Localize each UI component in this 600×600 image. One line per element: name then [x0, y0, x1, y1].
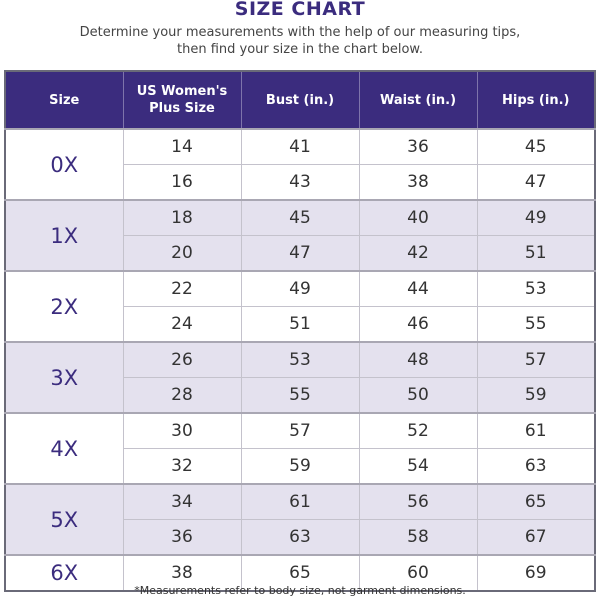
bust-cell: 51	[240, 306, 360, 343]
page-title: SIZE CHART	[234, 0, 366, 20]
us-size-cell: 30	[122, 412, 242, 449]
size-label-cell: 5X	[4, 483, 124, 556]
table-row: 4X 30 57 52 61	[4, 412, 596, 485]
subtitle-line-1: Determine your measurements with the hel…	[79, 25, 521, 40]
table-row: 0X 14 41 36 45	[4, 128, 596, 201]
bust-cell: 41	[240, 128, 360, 165]
size-label-cell: 4X	[4, 412, 124, 485]
hips-cell: 61	[476, 412, 596, 449]
subtitle-line-2: then find your size in the chart below.	[177, 42, 423, 57]
hips-cell: 49	[476, 199, 596, 236]
waist-cell: 46	[358, 306, 478, 343]
table-row: 1X 18 45 40 49	[4, 199, 596, 272]
size-label-cell: 1X	[4, 199, 124, 272]
us-size-cell: 14	[122, 128, 242, 165]
footnote: *Measurements refer to body size, not ga…	[134, 584, 466, 597]
us-size-cell: 22	[122, 270, 242, 307]
waist-cell: 42	[358, 235, 478, 272]
waist-cell: 60	[358, 554, 478, 592]
table-row: 5X 34 61 56 65	[4, 483, 596, 556]
bust-cell: 59	[240, 448, 360, 485]
hips-cell: 47	[476, 164, 596, 201]
hips-cell: 45	[476, 128, 596, 165]
table-row: 2X 22 49 44 53	[4, 270, 596, 343]
us-size-cell: 36	[122, 519, 242, 556]
waist-cell: 40	[358, 199, 478, 236]
table-row: 36 63 58 67	[5, 519, 596, 556]
header-us-size: US Women's Plus Size	[122, 71, 241, 129]
us-size-cell: 20	[122, 235, 242, 272]
us-size-cell: 24	[122, 306, 242, 343]
size-chart-table: Size US Women's Plus Size Bust (in.) Wai…	[4, 70, 596, 592]
table-row: 20 47 42 51	[5, 235, 596, 272]
bust-cell: 57	[240, 412, 360, 449]
header-row: Size US Women's Plus Size Bust (in.) Wai…	[5, 71, 595, 129]
size-label-cell: 6X	[4, 554, 124, 592]
us-size-cell: 18	[122, 199, 242, 236]
bust-cell: 61	[240, 483, 360, 520]
us-size-cell: 34	[122, 483, 242, 520]
subtitle: Determine your measurements with the hel…	[0, 24, 600, 58]
size-label-cell: 3X	[4, 341, 124, 414]
hips-cell: 57	[476, 341, 596, 378]
header-size: Size	[5, 71, 123, 129]
hips-cell: 53	[476, 270, 596, 307]
hips-cell: 67	[476, 519, 596, 556]
waist-cell: 38	[358, 164, 478, 201]
header-hips: Hips (in.)	[476, 71, 595, 129]
us-size-cell: 26	[122, 341, 242, 378]
hips-cell: 69	[476, 554, 596, 592]
waist-cell: 58	[358, 519, 478, 556]
table-row: 16 43 38 47	[5, 164, 596, 201]
table-row: 32 59 54 63	[5, 448, 596, 485]
us-size-cell: 16	[122, 164, 242, 201]
table-body: 0X 14 41 36 45 16 43 38 47 1X 18 45 40 49 20 47 42 51 2X 22…	[4, 128, 596, 592]
bust-cell: 65	[240, 554, 360, 592]
waist-cell: 44	[358, 270, 478, 307]
table-row: 28 55 50 59	[5, 377, 596, 414]
size-label-cell: 0X	[4, 128, 124, 201]
bust-cell: 53	[240, 341, 360, 378]
waist-cell: 56	[358, 483, 478, 520]
bust-cell: 49	[240, 270, 360, 307]
table-row: 6X 38 65 60 69	[4, 554, 596, 592]
header-waist: Waist (in.)	[358, 71, 477, 129]
waist-cell: 48	[358, 341, 478, 378]
table-row: 24 51 46 55	[5, 306, 596, 343]
bust-cell: 43	[240, 164, 360, 201]
hips-cell: 51	[476, 235, 596, 272]
hips-cell: 65	[476, 483, 596, 520]
waist-cell: 54	[358, 448, 478, 485]
bust-cell: 63	[240, 519, 360, 556]
us-size-cell: 28	[122, 377, 242, 414]
hips-cell: 59	[476, 377, 596, 414]
waist-cell: 52	[358, 412, 478, 449]
waist-cell: 36	[358, 128, 478, 165]
bust-cell: 47	[240, 235, 360, 272]
bust-cell: 45	[240, 199, 360, 236]
hips-cell: 55	[476, 306, 596, 343]
us-size-cell: 32	[122, 448, 242, 485]
size-label-cell: 2X	[4, 270, 124, 343]
hips-cell: 63	[476, 448, 596, 485]
waist-cell: 50	[358, 377, 478, 414]
header-bust: Bust (in.)	[240, 71, 359, 129]
bust-cell: 55	[240, 377, 360, 414]
us-size-cell: 38	[122, 554, 242, 592]
table-row: 3X 26 53 48 57	[4, 341, 596, 414]
